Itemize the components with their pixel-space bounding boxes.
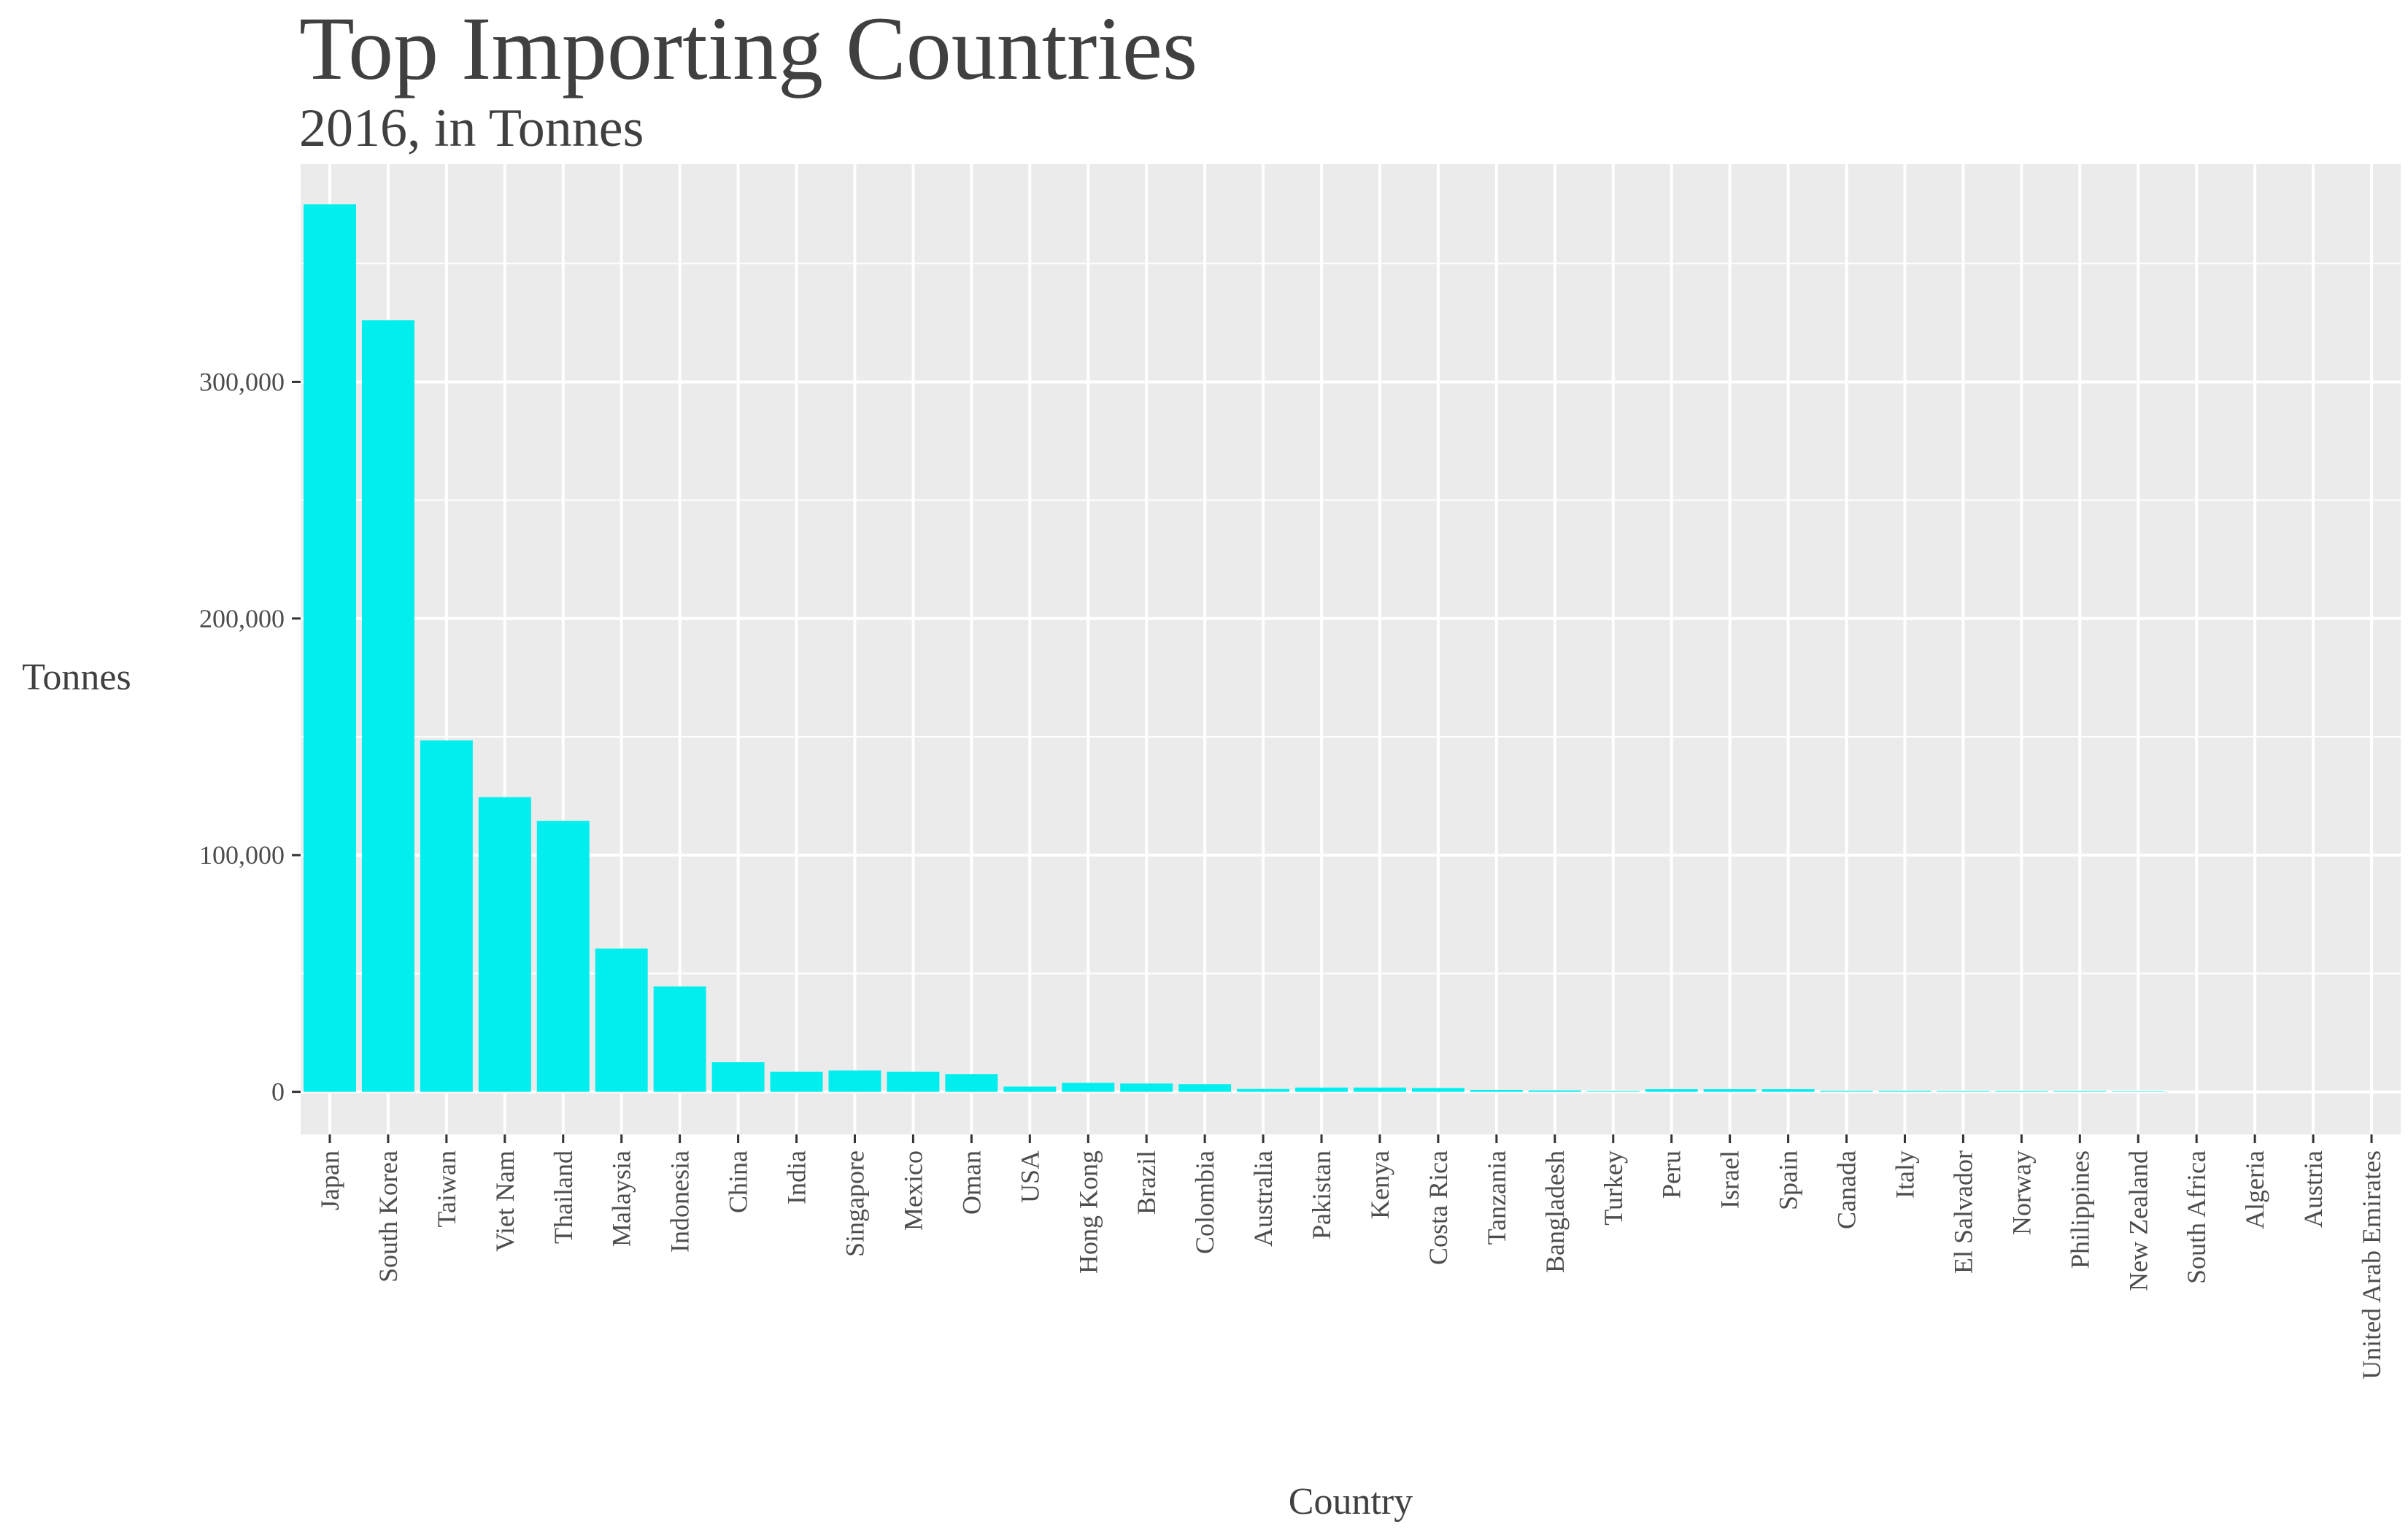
plot-panel: [301, 164, 2401, 1134]
bar: [1003, 1086, 1057, 1092]
bar: [887, 1072, 940, 1092]
x-tick-label: Costa Rica: [1424, 1150, 1453, 1265]
bar: [2053, 1091, 2107, 1092]
y-tick-label: 100,000: [199, 840, 285, 870]
x-tick-label: Israel: [1716, 1150, 1745, 1209]
x-tick-label: Spain: [1774, 1150, 1803, 1210]
x-tick-label: Hong Kong: [1073, 1150, 1103, 1274]
bar: [945, 1074, 998, 1092]
x-tick-label: Brazil: [1132, 1150, 1161, 1215]
x-tick-label: Philippines: [2065, 1150, 2094, 1269]
x-tick-label: Colombia: [1190, 1150, 1219, 1254]
bar: [361, 320, 414, 1092]
bar: [536, 821, 590, 1092]
bars: [303, 204, 2165, 1092]
x-tick-label: Turkey: [1599, 1150, 1628, 1226]
x-tick-label: Canada: [1832, 1150, 1861, 1229]
x-tick-label: South Korea: [374, 1150, 403, 1283]
x-tick-label: Algeria: [2240, 1150, 2269, 1229]
bar: [2112, 1091, 2165, 1092]
x-tick-label: Malaysia: [607, 1150, 636, 1247]
y-tick-label: 300,000: [199, 367, 285, 396]
bar: [1470, 1090, 1523, 1092]
bar: [770, 1072, 823, 1092]
x-tick-label: Mexico: [898, 1150, 927, 1231]
x-axis-title: Country: [1289, 1481, 1413, 1523]
x-tick-label: India: [782, 1150, 811, 1204]
x-tick-label: Italy: [1890, 1150, 1919, 1199]
bar: [1120, 1083, 1173, 1092]
bar: [303, 204, 356, 1092]
bar: [1761, 1089, 1815, 1092]
bar: [1295, 1087, 1348, 1092]
x-tick-label: New Zealand: [2123, 1150, 2153, 1291]
x-tick-label: Pakistan: [1307, 1150, 1336, 1239]
x-tick-label: Australia: [1249, 1150, 1278, 1247]
x-tick-label: United Arab Emirates: [2357, 1150, 2386, 1380]
x-tick-label: Kenya: [1365, 1150, 1394, 1219]
x-tick-label: El Salvador: [1948, 1150, 1977, 1274]
x-tick-label: Bangladesh: [1540, 1150, 1570, 1273]
bar: [1528, 1090, 1581, 1092]
chart-subtitle: 2016, in Tonnes: [299, 98, 644, 158]
bar: [711, 1062, 765, 1092]
bar: [1937, 1091, 1990, 1092]
bar: [595, 948, 648, 1092]
y-tick-label: 0: [271, 1078, 285, 1107]
x-tick-label: Peru: [1657, 1150, 1686, 1199]
x-tick-label: Tanzania: [1482, 1150, 1511, 1245]
bar: [1995, 1091, 2048, 1092]
x-tick-label: Norway: [2007, 1150, 2036, 1235]
bar: [1586, 1091, 1640, 1092]
bar: [1703, 1089, 1756, 1092]
x-tick-label: USA: [1015, 1150, 1044, 1203]
y-axis-title: Tonnes: [22, 657, 131, 698]
bar: [653, 986, 706, 1092]
x-tick-label: Viet Nam: [490, 1150, 520, 1252]
bar: [1645, 1089, 1698, 1092]
chart-title: Top Importing Countries: [299, 0, 1197, 98]
y-axis: 0 100,000 200,000 300,000: [199, 367, 301, 1107]
x-axis: Japan South Korea Taiwan Viet Nam Thailand Ma…: [315, 1134, 2386, 1380]
x-tick-label: Japan: [315, 1150, 344, 1210]
x-tick-label: South Africa: [2182, 1150, 2211, 1284]
x-tick-label: Taiwan: [432, 1150, 461, 1227]
bar: [478, 797, 531, 1092]
bar: [828, 1070, 881, 1092]
bar: [1237, 1088, 1290, 1092]
bar: [1178, 1084, 1232, 1092]
x-tick-label: China: [724, 1150, 753, 1213]
x-tick-label: Austria: [2299, 1150, 2328, 1228]
bar: [1062, 1083, 1115, 1092]
bar: [420, 740, 473, 1092]
y-tick-label: 200,000: [199, 604, 285, 633]
bar: [1411, 1088, 1465, 1092]
x-tick-label: Singapore: [840, 1150, 869, 1257]
bar: [1353, 1087, 1406, 1092]
x-tick-label: Oman: [957, 1150, 986, 1215]
x-tick-label: Thailand: [549, 1150, 578, 1244]
x-tick-label: Indonesia: [665, 1150, 695, 1253]
